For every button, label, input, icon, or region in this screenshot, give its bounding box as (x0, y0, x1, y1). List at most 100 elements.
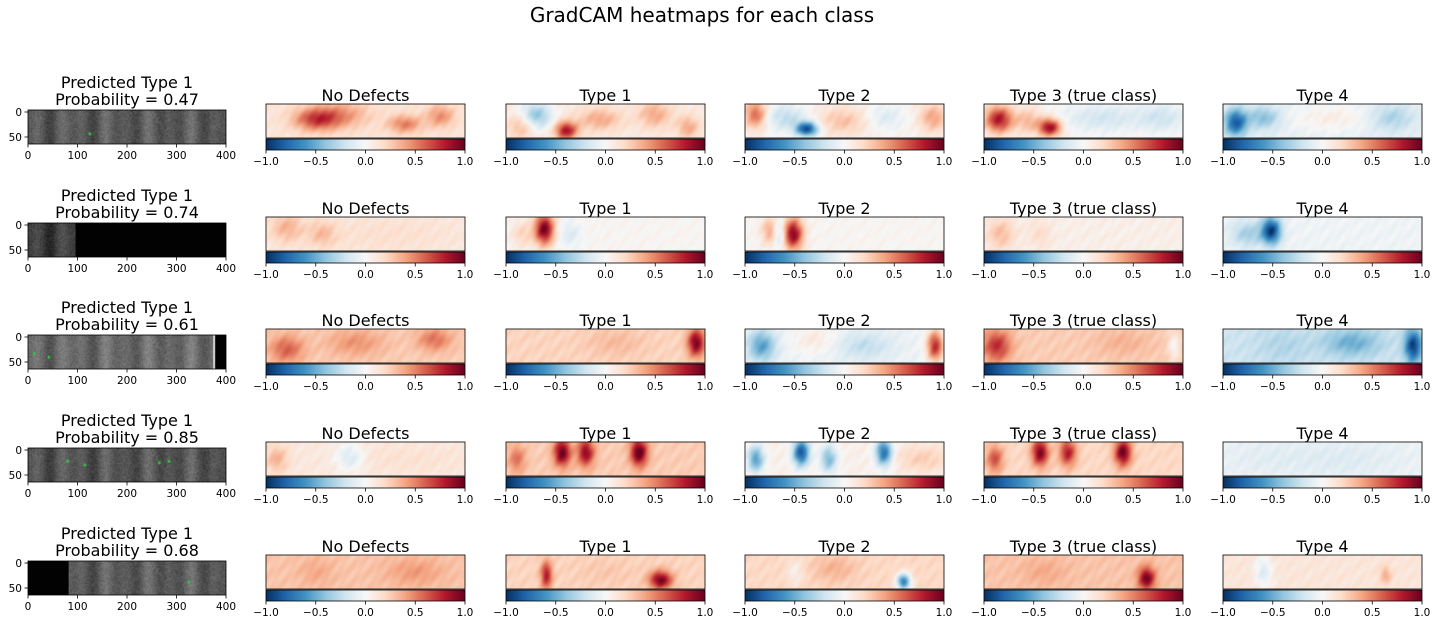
colorbar-tick-label: −1.0 (253, 494, 279, 506)
heatmap-frame (505, 103, 706, 139)
colorbar-tick-label: −0.5 (1260, 607, 1286, 619)
colorbar-tick-label: −1.0 (1210, 156, 1236, 168)
heatmap-title: Type 2 (817, 86, 870, 105)
colorbar-tick-label: 0.0 (357, 607, 374, 619)
heatmap-frame (983, 103, 1184, 139)
gradcam-heatmap (506, 104, 705, 138)
heatmap-title: No Defects (322, 537, 410, 556)
colorbar-tick-label: −1.0 (971, 381, 997, 393)
x-tick-label: 0 (25, 263, 32, 275)
heatmap-frame (744, 103, 945, 139)
x-tick-label: 100 (67, 150, 87, 162)
colorbar (265, 476, 466, 489)
gradcam-heatmap (1223, 104, 1422, 138)
heatmap-title: Type 4 (1295, 424, 1348, 443)
heatmap-frame (265, 441, 466, 477)
colorbar (505, 476, 706, 489)
colorbar-tick-label: 0.0 (1075, 269, 1092, 281)
colorbar-tick-label: 0.0 (357, 494, 374, 506)
colorbar-tick-label: 0.5 (1125, 156, 1142, 168)
gradcam-heatmap (745, 217, 944, 251)
colorbar-tick-label: −1.0 (253, 156, 279, 168)
colorbar-tick-label: 1.0 (697, 494, 714, 506)
heatmap-frame (1222, 216, 1423, 252)
colorbar-tick-label: 0.0 (1314, 269, 1331, 281)
heatmap-title: Type 2 (817, 311, 870, 330)
gradcam-heatmap (506, 442, 705, 476)
heatmap-title: No Defects (322, 86, 410, 105)
colorbar-tick-label: −0.5 (782, 156, 808, 168)
x-tick-label: 200 (117, 150, 137, 162)
colorbar-tick-label: 1.0 (457, 494, 474, 506)
heatmap-frame (505, 441, 706, 477)
colorbar-tick-label: 0.5 (1364, 607, 1381, 619)
x-tick-label: 300 (166, 150, 186, 162)
colorbar-tick-label: 0.5 (1364, 494, 1381, 506)
colorbar-tick-label: −0.5 (1021, 494, 1047, 506)
x-tick-label: 400 (216, 601, 236, 613)
colorbar-tick-label: 0.0 (1075, 607, 1092, 619)
colorbar-tick-label: −0.5 (1021, 381, 1047, 393)
colorbar-tick-label: 0.5 (407, 494, 424, 506)
gradcam-heatmap (745, 329, 944, 363)
colorbar-tick-label: −1.0 (253, 381, 279, 393)
colorbar-tick-label: −1.0 (732, 156, 758, 168)
colorbar (744, 363, 945, 376)
y-tick-label: 50 (9, 245, 22, 257)
colorbar-tick-label: 0.5 (647, 494, 664, 506)
heatmap-frame (265, 328, 466, 364)
colorbar-tick-label: −0.5 (782, 269, 808, 281)
heatmap-title: No Defects (322, 311, 410, 330)
x-tick-label: 300 (166, 601, 186, 613)
gradcam-heatmap (1223, 329, 1422, 363)
x-tick-label: 200 (117, 488, 137, 500)
heatmap-frame (505, 216, 706, 252)
colorbar-tick-label: 0.0 (1075, 381, 1092, 393)
gradcam-heatmap (984, 442, 1183, 476)
colorbar-tick-label: 0.0 (1075, 156, 1092, 168)
y-tick-label: 0 (15, 445, 22, 457)
colorbar-tick-label: 0.0 (597, 381, 614, 393)
colorbar-tick-label: 0.5 (1125, 381, 1142, 393)
colorbar-tick-label: 1.0 (1175, 494, 1192, 506)
gradcam-heatmap (1223, 217, 1422, 251)
colorbar-tick-label: 1.0 (697, 269, 714, 281)
colorbar-tick-label: −0.5 (303, 607, 329, 619)
heatmap-title: Type 1 (578, 86, 631, 105)
x-tick-label: 100 (67, 601, 87, 613)
colorbar-tick-label: −1.0 (732, 607, 758, 619)
y-tick-label: 0 (15, 220, 22, 232)
colorbar-tick-label: −1.0 (1210, 269, 1236, 281)
gradcam-heatmap (984, 555, 1183, 589)
colorbar-tick-label: −1.0 (493, 494, 519, 506)
x-tick-label: 400 (216, 263, 236, 275)
heatmap-title: Type 1 (578, 199, 631, 218)
x-tick-label: 300 (166, 263, 186, 275)
colorbar-tick-label: 0.5 (647, 607, 664, 619)
y-tick-label: 50 (9, 132, 22, 144)
colorbar-tick-label: 0.0 (1314, 494, 1331, 506)
colorbar-tick-label: 1.0 (936, 381, 953, 393)
steel-image (28, 223, 226, 257)
colorbar-tick-label: 0.0 (357, 269, 374, 281)
colorbar (265, 363, 466, 376)
colorbar (983, 476, 1184, 489)
colorbar-tick-label: −0.5 (1260, 494, 1286, 506)
colorbar-tick-label: 1.0 (1175, 607, 1192, 619)
colorbar (1222, 363, 1423, 376)
colorbar-tick-label: 1.0 (457, 381, 474, 393)
heatmap-frame (505, 328, 706, 364)
colorbar-tick-label: −1.0 (493, 156, 519, 168)
heatmap-frame (1222, 103, 1423, 139)
colorbar-tick-label: 0.5 (1125, 494, 1142, 506)
x-tick-label: 300 (166, 488, 186, 500)
colorbar-tick-label: 0.0 (1314, 607, 1331, 619)
colorbar-tick-label: −1.0 (1210, 381, 1236, 393)
x-tick-label: 0 (25, 601, 32, 613)
colorbar-tick-label: −1.0 (971, 156, 997, 168)
colorbar (744, 138, 945, 151)
